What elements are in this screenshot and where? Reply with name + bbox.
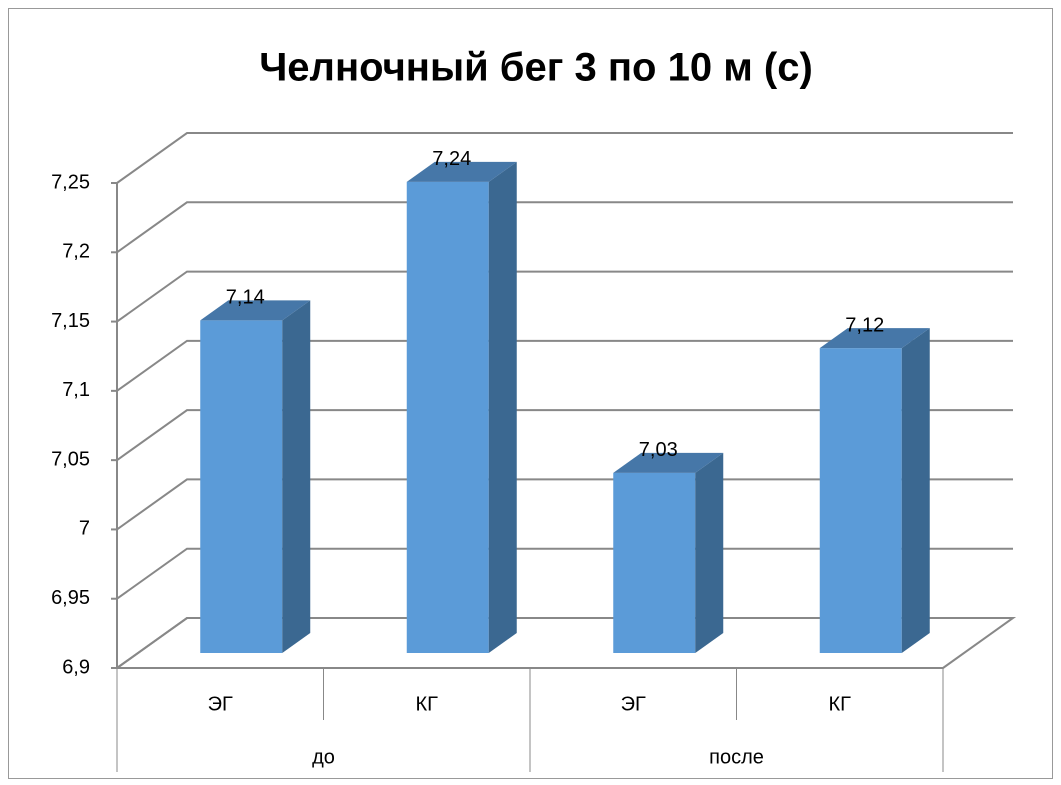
- data-label: 7,03: [639, 439, 678, 461]
- data-label: 7,24: [432, 148, 471, 170]
- x-tick-label: ЭГ: [621, 693, 646, 715]
- bar-front: [613, 472, 696, 653]
- bar-top: [819, 328, 930, 349]
- grid-line: [116, 547, 1013, 600]
- grid-line: [116, 339, 1013, 392]
- bar-side: [488, 161, 517, 653]
- y-tick-label: 7,1: [62, 379, 90, 401]
- grid-line: [116, 270, 1013, 323]
- bar-front: [819, 348, 902, 653]
- y-tick-label: 6,95: [51, 587, 90, 609]
- y-tick-label: 7,15: [51, 310, 90, 332]
- data-label: 7,12: [845, 314, 884, 336]
- x-tick-label: КГ: [829, 693, 852, 715]
- y-tick-label: 7,2: [62, 241, 90, 263]
- x-tick-label: ЭГ: [208, 693, 233, 715]
- grid-line: [116, 617, 1013, 669]
- grid-line: [116, 409, 1013, 461]
- grid-line: [116, 132, 1013, 184]
- grid-line: [116, 478, 1013, 531]
- y-tick-label: 6,9: [62, 656, 90, 678]
- bar-top: [406, 161, 517, 182]
- grid-line: [116, 201, 1013, 254]
- y-tick-label: 7,05: [51, 448, 90, 470]
- bar-top: [613, 452, 724, 473]
- bar-top: [200, 300, 311, 321]
- group-label: после: [709, 746, 764, 768]
- bar-front: [200, 320, 283, 653]
- x-tick-label: КГ: [416, 693, 439, 715]
- data-label: 7,14: [226, 287, 265, 309]
- group-label: до: [312, 746, 335, 768]
- bar-side: [695, 452, 724, 653]
- chart-title: Челночный бег 3 по 10 м (с): [259, 46, 813, 90]
- y-tick-label: 7: [79, 518, 90, 540]
- bar-side: [282, 300, 311, 653]
- bar-side: [901, 328, 930, 653]
- bar-front: [406, 181, 489, 653]
- y-tick-label: 7,25: [51, 171, 90, 193]
